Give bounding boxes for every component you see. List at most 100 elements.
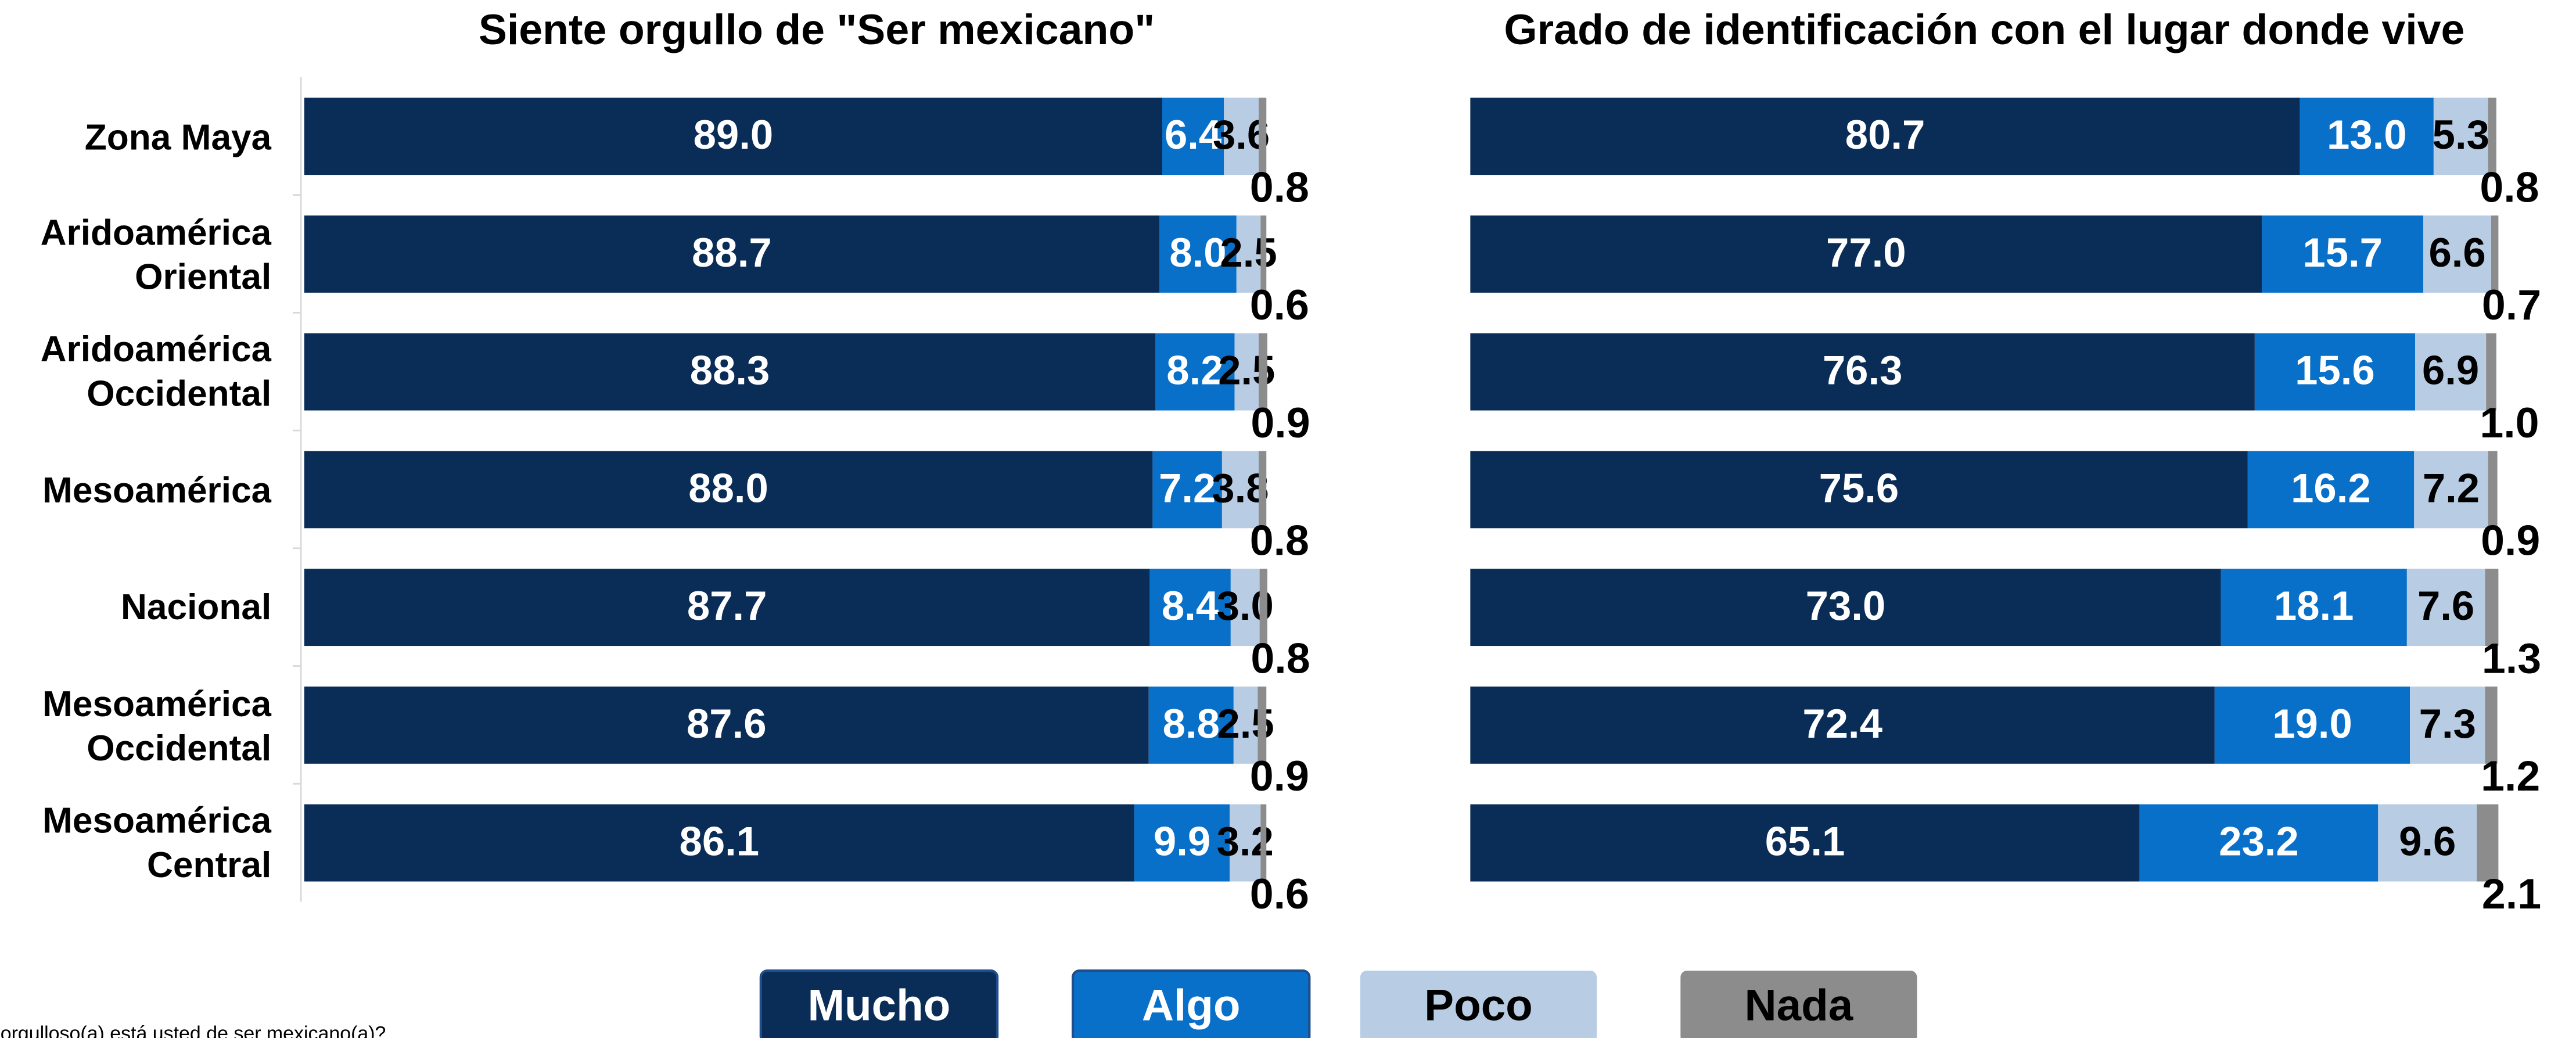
value-label: 18.1 [2274, 583, 2354, 628]
bar-segment [1149, 569, 1231, 646]
legend-swatch [1360, 971, 1597, 1038]
bar-segment [2378, 804, 2477, 882]
value-label: 5.3 [2433, 112, 2489, 157]
value-label: 75.6 [1819, 465, 1899, 511]
bar-segment [1258, 333, 1267, 411]
value-label: 88.7 [692, 229, 772, 275]
value-label: 0.9 [1251, 398, 1310, 447]
bar-segment [2262, 215, 2424, 293]
bar-segment [2433, 98, 2488, 175]
chart-title: Grado de identificación con el lugar don… [1504, 5, 2464, 53]
bar-segment [2247, 451, 2415, 529]
value-label: 23.2 [2219, 818, 2299, 864]
value-label: 8.2 [1166, 347, 1223, 393]
value-label: 13.0 [2327, 112, 2407, 157]
value-label: 7.3 [2419, 701, 2476, 746]
bar-segment [1230, 569, 1260, 646]
bar-segment [1234, 333, 1259, 411]
legend-label: Nada [1745, 980, 1853, 1030]
value-label: 1.0 [2480, 398, 2539, 447]
bar-segment [1470, 451, 2248, 529]
bar-segment [1233, 686, 1258, 764]
bar-segment [2139, 804, 2379, 882]
bar-segment [304, 215, 1160, 293]
bar-segment [1134, 804, 1230, 882]
value-label: 89.0 [694, 112, 774, 157]
bar-segment [1258, 686, 1267, 764]
bar-segment [2488, 451, 2498, 529]
category-label-text: Mesoamérica Central [42, 800, 272, 886]
value-label: 6.9 [2422, 347, 2479, 393]
value-label: 1.3 [2482, 634, 2541, 682]
value-label: 0.8 [1250, 516, 1309, 565]
bar-segment [1258, 98, 1267, 175]
bar-segment [1224, 98, 1259, 175]
legend-label: Algo [1142, 980, 1241, 1030]
bar-segment [1159, 215, 1237, 293]
bar-segment [304, 333, 1156, 411]
value-label: 88.0 [688, 465, 768, 511]
bar-segment [304, 569, 1150, 646]
bar-segment [2254, 333, 2416, 411]
category-label: Zona Maya [85, 116, 271, 157]
bar-segment [304, 804, 1134, 882]
value-label: 8.4 [1162, 583, 1219, 628]
value-label: 6.6 [2428, 229, 2485, 275]
bar-segment [2406, 569, 2485, 646]
bar-segment [1260, 804, 1267, 882]
bar-segment [1470, 804, 2140, 882]
bar-segment [1470, 98, 2300, 175]
category-label-text: Nacional [120, 587, 272, 628]
value-label: 72.4 [1802, 701, 1882, 746]
legend-swatch [1071, 969, 1311, 1038]
bar-segment [2415, 333, 2487, 411]
value-label: 2.1 [2482, 870, 2541, 918]
category-label: Mesoamérica Occidental [42, 682, 272, 768]
value-label: 80.7 [1845, 112, 1925, 157]
value-label: 0.8 [1250, 163, 1309, 211]
bar-segment [1152, 451, 1222, 529]
category-label: Mesoamérica [42, 469, 271, 511]
value-label: 0.8 [1251, 634, 1310, 682]
category-label-text: Mesoamérica Occidental [42, 682, 272, 768]
category-label: Aridoamérica Oriental [40, 211, 272, 297]
bar-segment [1155, 333, 1235, 411]
bar-segment [2485, 686, 2498, 764]
bar-segment [1162, 98, 1224, 175]
value-label: 2.5 [1220, 229, 1277, 275]
bar-segment [1470, 686, 2215, 764]
chart-title: Siente orgullo de "Ser mexicano" [479, 5, 1155, 53]
value-label: 0.9 [2481, 516, 2540, 565]
value-label: 7.2 [2423, 465, 2480, 511]
bar-segment [2214, 686, 2410, 764]
value-label: 19.0 [2272, 701, 2352, 746]
value-label: 15.7 [2302, 229, 2383, 275]
bar-segment [1230, 804, 1261, 882]
value-label: 0.6 [1250, 281, 1309, 329]
value-label: 73.0 [1806, 583, 1886, 628]
value-label: 7.6 [2417, 583, 2474, 628]
bar-segment [1148, 686, 1234, 764]
bar-segment [1260, 215, 1267, 293]
bar-segment [2486, 333, 2496, 411]
category-label: Nacional [120, 587, 272, 628]
bar-segment [1258, 451, 1267, 529]
bar-segment [2221, 569, 2407, 646]
bar-segment [2410, 686, 2485, 764]
value-label: 6.4 [1165, 112, 1221, 157]
category-label: Aridoamérica Occidental [41, 329, 272, 415]
bar-segment [1470, 569, 2221, 646]
bar-segment [2300, 98, 2434, 175]
legend-label: Mucho [807, 980, 950, 1030]
bar-segment [1259, 569, 1267, 646]
value-label: 16.2 [2291, 465, 2371, 511]
bar-segment [2485, 569, 2499, 646]
bar-segment [304, 98, 1162, 175]
bar-segment [2423, 215, 2492, 293]
value-label: 88.3 [690, 347, 770, 393]
value-label: 9.9 [1154, 818, 1210, 864]
value-label: 7.2 [1159, 465, 1216, 511]
bar-segment [2414, 451, 2488, 529]
category-label-text: Aridoamérica Oriental [40, 211, 272, 297]
